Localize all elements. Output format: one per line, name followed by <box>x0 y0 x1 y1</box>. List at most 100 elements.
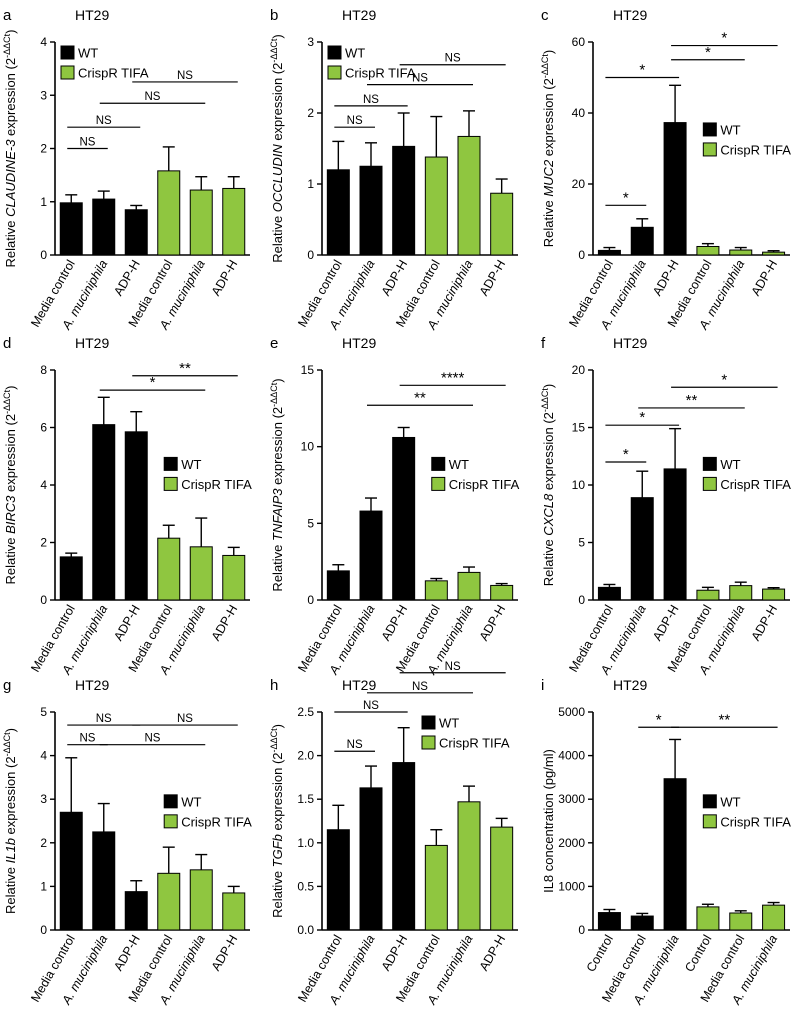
x-tick-label: ADP-H <box>477 257 509 298</box>
bar-e-0 <box>326 570 350 601</box>
x-tick-label: Control <box>584 933 616 975</box>
x-tick-label: ADP-H <box>379 933 411 974</box>
bar-a-3 <box>157 170 181 256</box>
y-tick-label: 5 <box>578 536 585 550</box>
significance-label: NS <box>145 733 161 745</box>
y-tick-label: 2 <box>307 106 314 120</box>
x-tick-label: ADP-H <box>650 258 682 299</box>
x-tick-label: ADP-H <box>477 933 509 974</box>
bar-f-0 <box>597 586 621 601</box>
y-axis-label-part: CLAUDINE-3 <box>3 139 18 217</box>
x-tick-label: ADP-H <box>477 603 509 644</box>
y-tick-label: 60 <box>572 35 586 49</box>
legend-label: WT <box>181 457 201 472</box>
legend-label: CrispR TIFA <box>720 477 791 492</box>
significance-label: NS <box>347 115 363 127</box>
panel-letter: h <box>270 677 278 694</box>
panel-cell-line: HT29 <box>342 677 376 693</box>
y-tick-label: 5000 <box>558 705 585 719</box>
y-tick-label: 0 <box>578 593 585 607</box>
bar-a-5 <box>222 187 246 256</box>
significance-label: * <box>639 409 645 426</box>
legend-label: WT <box>78 46 98 61</box>
chart-panel-f: f HT29 0 5 10 15 20 Relative CXCL8 expression (… <box>540 335 791 678</box>
bar-e-3 <box>424 580 448 601</box>
y-axis-label-part: ) <box>3 30 18 34</box>
bar-c-4 <box>729 249 753 256</box>
y-axis-label-part: BIRC3 <box>3 495 18 534</box>
y-axis-label-part: -ΔΔCt <box>269 38 279 63</box>
y-axis-label-part: -ΔΔCt <box>269 728 279 753</box>
bar-i-1 <box>630 915 654 931</box>
significance-label: * <box>623 189 629 206</box>
bar-h-5 <box>490 826 514 931</box>
bar-h-3 <box>424 844 448 931</box>
panel-letter: f <box>541 335 546 352</box>
legend-label: CrispR TIFA <box>439 736 510 751</box>
legend-label: WT <box>720 122 740 137</box>
bar-e-4 <box>457 571 481 601</box>
bar-i-4 <box>729 912 753 931</box>
legend-label: CrispR TIFA <box>181 814 252 829</box>
legend-label: WT <box>181 794 201 809</box>
legend-label: WT <box>345 46 365 61</box>
legend-label: CrispR TIFA <box>720 142 791 157</box>
bar-d-3 <box>157 537 181 601</box>
y-tick-label: 4000 <box>558 749 585 763</box>
y-tick-label: 1000 <box>558 879 585 893</box>
bar-b-5 <box>490 192 514 256</box>
bar-b-4 <box>457 135 481 256</box>
bar-g-0 <box>59 811 83 931</box>
y-axis-label-part: Relative <box>270 867 285 918</box>
panel-cell-line: HT29 <box>342 335 376 351</box>
panel-letter: d <box>3 335 11 352</box>
y-axis-label-part: -ΔΔCt <box>540 388 550 413</box>
y-tick-label: 0 <box>307 593 314 607</box>
bar-i-0 <box>597 912 621 931</box>
significance-label: NS <box>363 94 379 106</box>
legend-label: CrispR TIFA <box>345 66 416 81</box>
y-axis-label-part: TNFAIP3 <box>270 488 285 541</box>
y-axis-label-part: Relative <box>541 536 556 587</box>
legend-swatch <box>327 65 342 80</box>
y-axis-label-part: Relative <box>270 541 285 592</box>
significance-label: ** <box>686 392 698 409</box>
x-tick-label: ADP-H <box>749 603 781 644</box>
y-tick-label: 0 <box>578 923 585 937</box>
significance-label: ** <box>718 711 730 728</box>
legend-swatch <box>421 735 436 750</box>
y-axis-label-part: ) <box>3 386 18 390</box>
legend-label: CrispR TIFA <box>720 814 791 829</box>
significance-label: NS <box>347 739 363 751</box>
significance-label: * <box>721 371 727 388</box>
bar-c-1 <box>630 226 654 256</box>
panel-letter: b <box>270 7 278 24</box>
y-axis-label-part: ) <box>270 724 285 728</box>
legend-label: WT <box>720 794 740 809</box>
significance-label: ** <box>179 360 191 377</box>
legend-swatch <box>163 814 178 829</box>
chart-panel-h: h HT29 0.0 0.5 1.0 1.5 2.0 2.5 Relative TGFb exp… <box>269 661 518 1008</box>
significance-label: NS <box>96 713 112 725</box>
y-tick-label: 0 <box>40 593 47 607</box>
y-tick-label: 0 <box>40 248 47 262</box>
panel-cell-line: HT29 <box>75 677 109 693</box>
chart-panel-i: i HT29 0 1000 2000 3000 4000 5000 IL8 concentrat… <box>541 677 791 1008</box>
panel-cell-line: HT29 <box>75 335 109 351</box>
legend-swatch <box>702 814 717 829</box>
bar-i-3 <box>696 906 720 931</box>
y-axis-label-part: ) <box>3 728 18 732</box>
bar-d-4 <box>189 546 213 601</box>
legend-swatch <box>60 65 75 80</box>
x-tick-label: ADP-H <box>379 603 411 644</box>
y-tick-label: 3 <box>307 35 314 49</box>
panel-cell-line: HT29 <box>75 7 109 23</box>
y-tick-label: 15 <box>301 363 315 377</box>
y-tick-label: 2.5 <box>297 705 314 719</box>
legend: WT CrispR TIFA <box>163 456 252 492</box>
legend: WT CrispR TIFA <box>702 122 791 157</box>
significance-label: NS <box>363 700 379 712</box>
y-axis-label: Relative IL1b expression (2-ΔΔCt) <box>2 728 18 914</box>
y-axis-label: IL8 concentration (pg/ml) <box>541 749 556 893</box>
